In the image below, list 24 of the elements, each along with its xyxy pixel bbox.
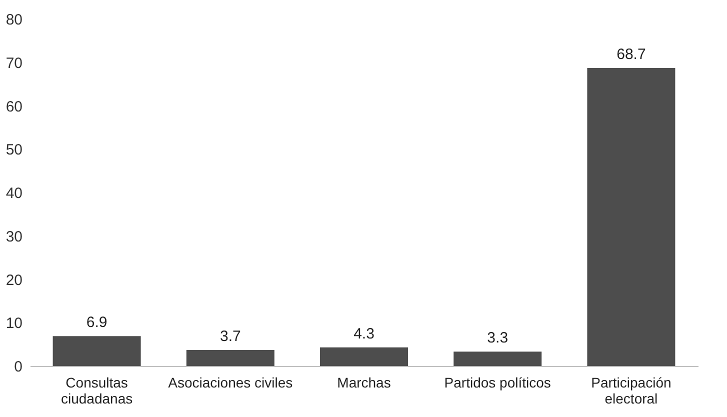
bar [320, 347, 408, 366]
bar [454, 352, 542, 366]
x-tick-label: Marchas [337, 374, 391, 390]
x-tick-label: Asociaciones civiles [168, 374, 293, 390]
data-label: 3.7 [220, 328, 241, 345]
data-label: 68.7 [616, 46, 646, 64]
y-tick-label: 70 [6, 54, 22, 72]
data-label: 3.3 [487, 330, 508, 347]
y-tick-label: 10 [6, 315, 22, 332]
x-tick-label: Partidos políticos [444, 374, 551, 390]
y-tick-label: 0 [14, 358, 22, 376]
x-tick-label: Consultas ciudadanas [60, 374, 133, 406]
y-tick-label: 60 [6, 98, 22, 116]
data-label: 4.3 [354, 325, 374, 342]
y-tick-label: 20 [6, 272, 22, 289]
y-tick-label: 30 [6, 228, 22, 246]
bar [587, 68, 676, 366]
data-label: 6.9 [86, 314, 108, 332]
y-tick-label: 40 [6, 185, 22, 202]
bar [186, 350, 274, 366]
y-tick-label: 50 [6, 142, 22, 159]
y-tick-label: 80 [6, 12, 22, 28]
bar [52, 336, 141, 366]
x-tick-label: Participación electoral [591, 374, 672, 406]
